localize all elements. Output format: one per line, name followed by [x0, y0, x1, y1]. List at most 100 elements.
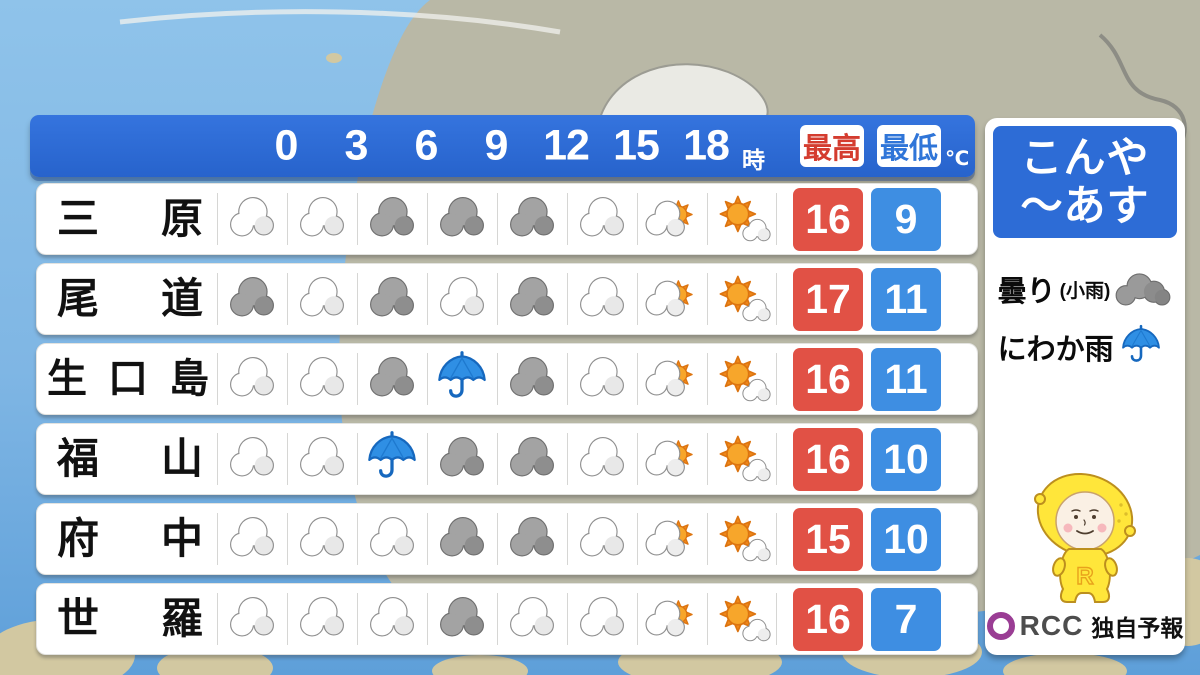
dark-cloud-icon	[510, 277, 554, 317]
weather-cell	[497, 264, 567, 334]
city-name: 三原	[37, 198, 217, 240]
forecast-row-福山: 福山 16 10	[36, 423, 978, 495]
weather-cell	[567, 184, 637, 254]
dark-cloud-icon	[370, 197, 414, 237]
weather-cell	[497, 184, 567, 254]
header-time-0: 0	[274, 121, 299, 170]
dark-cloud-icon	[510, 517, 554, 557]
umbrella-legend-icon	[1121, 324, 1160, 362]
cloud-sun-icon	[643, 430, 701, 488]
weather-cell	[287, 184, 357, 254]
weather-cell	[707, 264, 777, 334]
forecast-caption: 独自予報	[1091, 615, 1184, 641]
legend-item-umbrella: にわか雨	[998, 324, 1164, 370]
weather-cell	[217, 424, 287, 494]
weather-cell	[217, 344, 287, 414]
hourly-cells	[217, 584, 777, 654]
cloud-icon	[230, 517, 274, 557]
city-name-char: 尾	[57, 275, 100, 322]
high-temp-label: 最高	[800, 125, 864, 167]
cloud-icon	[230, 597, 274, 637]
city-name: 府中	[37, 518, 217, 560]
forecast-row-府中: 府中 15 10	[36, 503, 978, 575]
high-temp-value: 16	[793, 187, 863, 251]
legend: 曇り (小雨) にわか雨	[998, 268, 1173, 370]
weather-cell	[567, 584, 637, 654]
weather-cell	[707, 584, 777, 654]
weather-cell	[287, 504, 357, 574]
city-name: 福山	[37, 438, 217, 480]
city-name-char: 三	[57, 195, 100, 242]
weather-cell	[287, 584, 357, 654]
city-name: 尾道	[37, 278, 217, 320]
dark-cloud-icon	[440, 197, 484, 237]
weather-cell	[637, 184, 707, 254]
weather-cell	[357, 424, 427, 494]
umbrella-icon	[437, 351, 487, 398]
lemon-dots	[1117, 503, 1128, 523]
city-name: 世羅	[37, 598, 217, 640]
cloud-icon	[300, 197, 344, 237]
forecast-row-世羅: 世羅 16 7	[36, 583, 978, 655]
cloud-icon	[300, 277, 344, 317]
low-temp-value: 10	[871, 507, 941, 571]
city-name-char: 口	[108, 357, 148, 401]
coastline-stroke	[119, 9, 561, 35]
weather-cell	[567, 504, 637, 574]
forecast-row-三原: 三原 16 9	[36, 183, 978, 255]
dark-cloud-icon	[440, 437, 484, 477]
celsius-unit-label: ℃	[945, 148, 970, 170]
header-time-18: 18	[683, 121, 730, 170]
low-temp-label: 最低	[877, 125, 941, 167]
dark-cloud-icon	[440, 517, 484, 557]
hourly-cells	[217, 424, 777, 494]
weather-cell	[707, 504, 777, 574]
cloud-icon	[440, 277, 484, 317]
cloud-sun-icon	[643, 350, 701, 408]
cloud-icon	[300, 517, 344, 557]
weather-cell	[637, 344, 707, 414]
low-temp-value: 11	[871, 347, 941, 411]
weather-cell	[497, 504, 567, 574]
high-temp-value: 16	[793, 587, 863, 651]
weather-cell	[427, 184, 497, 254]
side-panel: こんや ～あす 曇り (小雨) にわか雨 R RCC 独自予報	[985, 118, 1185, 655]
city-name-char: 生	[47, 357, 87, 401]
high-temp-value: 15	[793, 507, 863, 571]
weather-cell	[217, 504, 287, 574]
dark-cloud-icon	[510, 357, 554, 397]
cloud-icon	[300, 357, 344, 397]
rcc-logo-ring-icon	[986, 612, 1015, 640]
hour-suffix-label: 時	[742, 147, 765, 173]
city-name-char: 福	[57, 435, 100, 482]
weather-cell	[497, 344, 567, 414]
weather-cell	[637, 264, 707, 334]
cloud-sun-icon	[643, 190, 701, 248]
weather-cell	[357, 264, 427, 334]
city-name-char: 島	[169, 357, 209, 401]
sun-cloud-icon	[713, 270, 771, 328]
cloud-icon	[510, 597, 554, 637]
title-line-1: こんや	[1020, 134, 1150, 182]
sun-cloud-icon	[713, 590, 771, 648]
cloud-icon	[370, 597, 414, 637]
hourly-cells	[217, 184, 777, 254]
weather-cell	[287, 424, 357, 494]
cloud-icon	[580, 597, 624, 637]
forecast-period-title: こんや ～あす	[993, 126, 1177, 238]
city-name-char: 原	[160, 195, 203, 242]
hourly-cells	[217, 264, 777, 334]
dark-cloud-icon	[230, 277, 274, 317]
weather-cell	[357, 584, 427, 654]
high-temp-value: 16	[793, 347, 863, 411]
legend-label: にわか雨	[997, 334, 1114, 366]
rcc-brand-text: RCC	[1019, 610, 1084, 641]
legend-label-sub: (小雨)	[1059, 280, 1111, 302]
weather-cell	[567, 344, 637, 414]
weather-cell	[427, 344, 497, 414]
hourly-cells	[217, 344, 777, 414]
cloud-sun-icon	[643, 270, 701, 328]
weather-cell	[357, 344, 427, 414]
cloud-icon	[230, 437, 274, 477]
